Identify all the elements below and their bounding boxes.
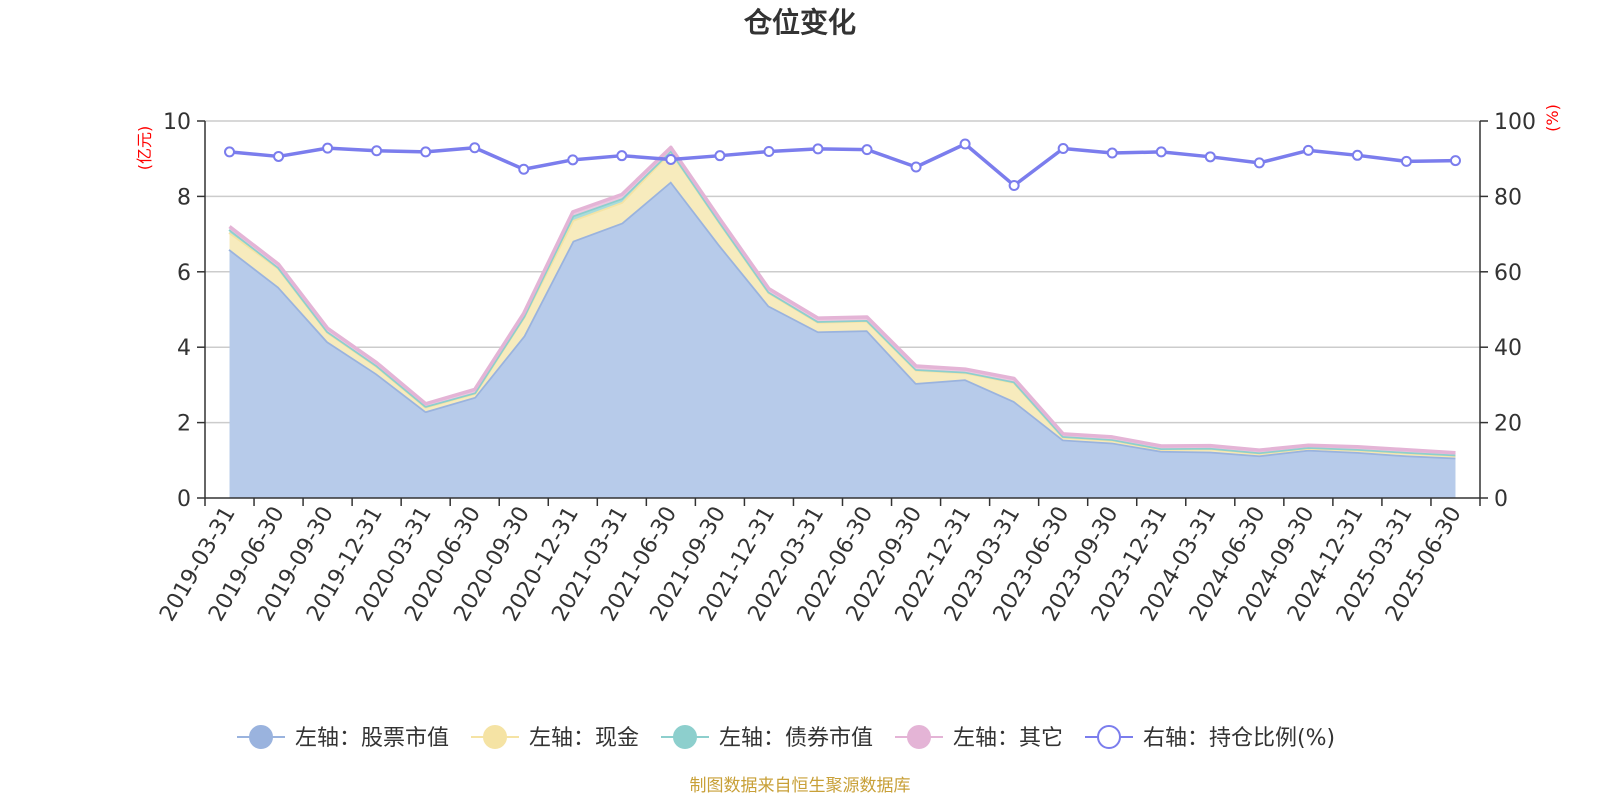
ratio-point (763, 146, 775, 158)
legend-item: 左轴：债券市值 (661, 725, 873, 751)
right-tick-label: 20 (1494, 412, 1522, 437)
legend-marker (249, 725, 273, 749)
ratio-point (1253, 157, 1265, 169)
ratio-point (1008, 179, 1020, 191)
left-tick-label: 4 (177, 336, 191, 361)
chart-title: 仓位变化 (744, 6, 856, 39)
legend-label: 左轴：其它 (953, 726, 1063, 751)
right-tick-label: 0 (1494, 487, 1508, 512)
data-source-footer: 制图数据来自恒生聚源数据库 (690, 776, 911, 796)
left-tick-label: 8 (177, 185, 191, 210)
right-tick-label: 80 (1494, 185, 1522, 210)
ratio-point (812, 143, 824, 155)
ratio-point (371, 145, 383, 157)
ratio-line-path (229, 142, 1456, 188)
legend-label: 左轴：债券市值 (719, 726, 873, 751)
legend-marker (483, 725, 507, 749)
ratio-point (518, 163, 530, 175)
legend-marker (673, 725, 697, 749)
ratio-point (1057, 143, 1069, 155)
ratio-point (1449, 155, 1461, 167)
legend-item: 左轴：现金 (471, 725, 639, 751)
ratio-point (1400, 155, 1412, 167)
legend-label: 左轴：现金 (529, 726, 639, 751)
ratio-point (714, 150, 726, 162)
ratio-point (1106, 147, 1118, 159)
ratio-point (910, 161, 922, 173)
ratio-point (469, 142, 481, 154)
legend: 左轴：股票市值 左轴：现金 左轴：债券市值 左轴：其它 右轴：持仓比例(%) (237, 725, 1335, 751)
right-tick-label: 60 (1494, 261, 1522, 286)
grid-lines (205, 120, 1480, 424)
area-0 (229, 181, 1456, 498)
ratio-point (322, 142, 334, 154)
right-tick-label: 40 (1494, 336, 1522, 361)
left-tick-label: 0 (177, 487, 191, 512)
legend-marker (907, 725, 931, 749)
right-axis-unit: (%) (1543, 104, 1562, 132)
ratio-point (1155, 146, 1167, 158)
left-tick-label: 10 (163, 110, 191, 135)
left-axis-unit: (亿元) (135, 126, 154, 171)
ratio-point (1204, 151, 1216, 163)
legend-marker (1097, 725, 1121, 749)
ratio-point (861, 144, 873, 156)
ratio-point (1302, 144, 1314, 156)
legend-label: 左轴：股票市值 (295, 726, 449, 751)
ratio-point (420, 146, 432, 158)
area-line-3 (228, 145, 1456, 455)
legend-label: 右轴：持仓比例(%) (1143, 726, 1335, 751)
ratio-point (273, 150, 285, 162)
ratio-point (959, 138, 971, 150)
ratio-point (1351, 149, 1363, 161)
ratio-point (567, 154, 579, 166)
ratio-point (616, 150, 628, 162)
legend-item: 左轴：股票市值 (237, 725, 449, 751)
stacked-areas (228, 145, 1456, 498)
left-tick-label: 6 (177, 261, 191, 286)
ratio-point (224, 146, 236, 158)
left-tick-label: 2 (177, 412, 191, 437)
right-tick-label: 100 (1494, 110, 1536, 135)
legend-item: 左轴：其它 (895, 725, 1063, 751)
ratio-line (224, 138, 1461, 191)
area-line-2 (228, 148, 1456, 457)
ratio-point (665, 153, 677, 165)
legend-item: 右轴：持仓比例(%) (1085, 725, 1335, 751)
